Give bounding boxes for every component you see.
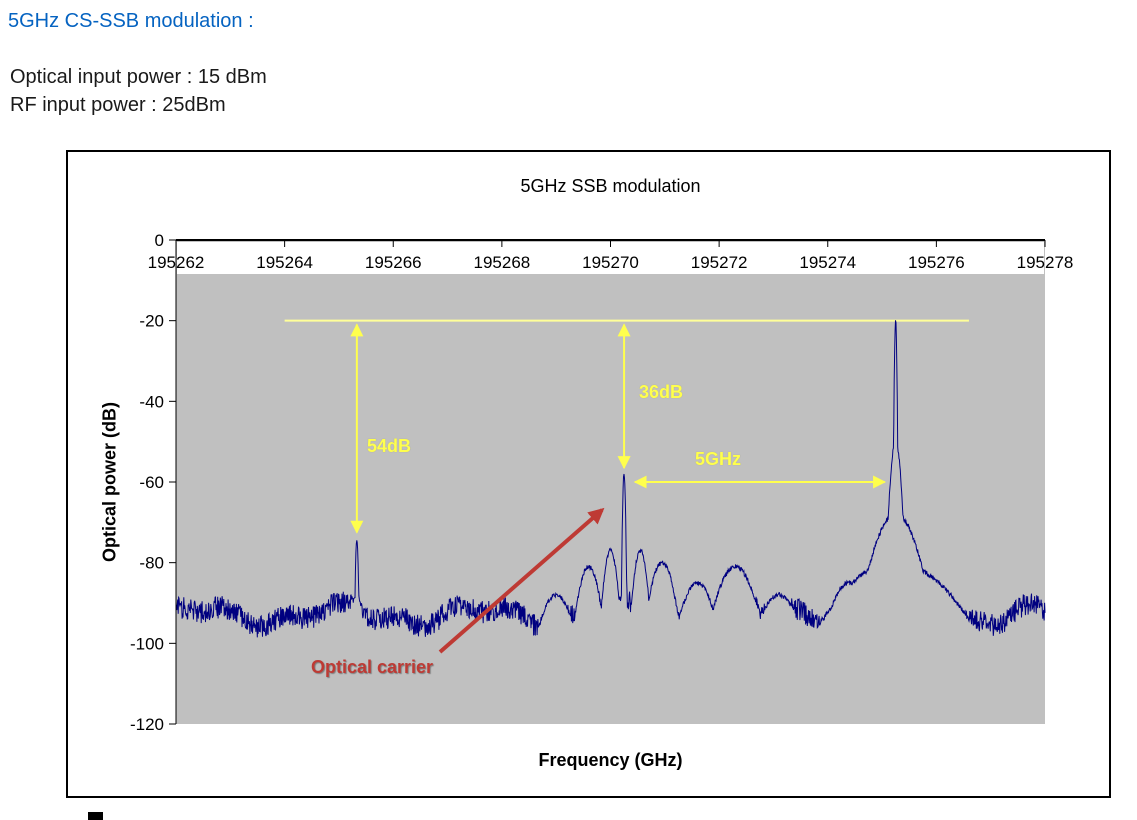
chart-frame: 0 -20 -40 -60 -80 -100 -120 195262 195264 195266 1… bbox=[66, 150, 1111, 798]
y-tick-label: -60 bbox=[139, 473, 164, 492]
x-tick-label: 195268 bbox=[474, 253, 531, 272]
y-tick-label: -80 bbox=[139, 554, 164, 573]
spectrum-chart: 0 -20 -40 -60 -80 -100 -120 195262 195264 195266 1… bbox=[130, 231, 1073, 734]
spectrum-trace bbox=[175, 320, 1046, 638]
annotation-36db: 36dB bbox=[639, 382, 684, 402]
plot-layer bbox=[175, 240, 1046, 724]
axis-layer: 0 -20 -40 -60 -80 -100 -120 195262 195264 195266 1… bbox=[130, 231, 1073, 734]
annotation-5ghz: 5GHz bbox=[695, 449, 742, 469]
annotation-layer bbox=[350, 323, 887, 654]
x-tick-label: 195272 bbox=[691, 253, 748, 272]
page-title: 5GHz CS-SSB modulation : bbox=[8, 10, 254, 32]
page-artifact bbox=[88, 812, 103, 820]
x-tick-label: 195270 bbox=[582, 253, 639, 272]
x-tick-label: 195278 bbox=[1017, 253, 1074, 272]
x-tick-label: 195266 bbox=[365, 253, 422, 272]
x-axis-title: Frequency (GHz) bbox=[538, 750, 683, 770]
plot-area bbox=[176, 240, 1045, 724]
annotation-optical-carrier: Optical carrier bbox=[311, 657, 434, 677]
y-tick-label: -20 bbox=[139, 312, 164, 331]
x-tick-label: 195274 bbox=[799, 253, 856, 272]
optical-input-power-line: Optical input power : 15 dBm bbox=[10, 66, 267, 88]
y-axis-title: Optical power (dB) bbox=[99, 401, 120, 563]
x-tick-label: 195264 bbox=[256, 253, 313, 272]
optical-carrier-arrow bbox=[438, 507, 605, 654]
y-tick-label: 0 bbox=[155, 231, 164, 250]
x-tick-label: 195262 bbox=[148, 253, 205, 272]
annotation-54db: 54dB bbox=[367, 436, 412, 456]
x-axis-label-strip bbox=[177, 242, 1044, 274]
y-tick-label: -120 bbox=[130, 715, 164, 734]
chart-title: 5GHz SSB modulation bbox=[520, 176, 701, 196]
y-tick-label: -100 bbox=[130, 634, 164, 653]
x-tick-label: 195276 bbox=[908, 253, 965, 272]
rf-input-power-line: RF input power : 25dBm bbox=[10, 94, 226, 116]
y-tick-label: -40 bbox=[139, 392, 164, 411]
